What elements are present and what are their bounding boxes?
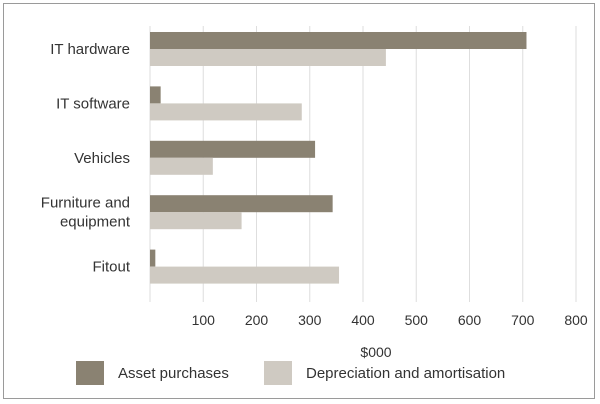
legend: Asset purchases Depreciation and amortisa… bbox=[76, 361, 505, 385]
x-tick-label: 100 bbox=[192, 312, 216, 328]
x-tick-labels: 100 200 300 400 500 600 700 800 bbox=[192, 312, 588, 328]
x-tick-label: 400 bbox=[351, 312, 375, 328]
legend-label: Asset purchases bbox=[118, 365, 229, 382]
x-tick-label: 700 bbox=[511, 312, 535, 328]
bar bbox=[150, 49, 386, 66]
bars bbox=[150, 32, 527, 284]
category-label: Vehicles bbox=[74, 150, 130, 167]
bar bbox=[150, 140, 316, 158]
legend-swatch bbox=[264, 361, 292, 385]
bar bbox=[150, 86, 161, 104]
category-label: equipment bbox=[60, 214, 131, 231]
x-tick-label: 200 bbox=[245, 312, 269, 328]
bar bbox=[150, 249, 156, 267]
x-tick-label: 500 bbox=[405, 312, 429, 328]
bar bbox=[150, 103, 302, 121]
category-label: IT hardware bbox=[50, 41, 130, 58]
x-tick-label: 600 bbox=[458, 312, 482, 328]
category-label: Furniture and bbox=[41, 195, 130, 212]
x-tick-label: 800 bbox=[564, 312, 588, 328]
bar bbox=[150, 195, 333, 213]
category-label: IT software bbox=[56, 95, 130, 112]
gridlines bbox=[149, 26, 577, 302]
bar bbox=[150, 157, 213, 175]
x-axis-title: $000 bbox=[360, 344, 391, 360]
x-tick-label: 300 bbox=[298, 312, 322, 328]
category-label: Fitout bbox=[92, 259, 130, 276]
legend-swatch bbox=[76, 361, 104, 385]
bar bbox=[150, 212, 242, 230]
bar bbox=[150, 266, 340, 284]
legend-label: Depreciation and amortisation bbox=[306, 365, 505, 382]
category-labels: IT hardware IT software Vehicles Furniture … bbox=[41, 41, 131, 276]
bar bbox=[150, 32, 527, 49]
